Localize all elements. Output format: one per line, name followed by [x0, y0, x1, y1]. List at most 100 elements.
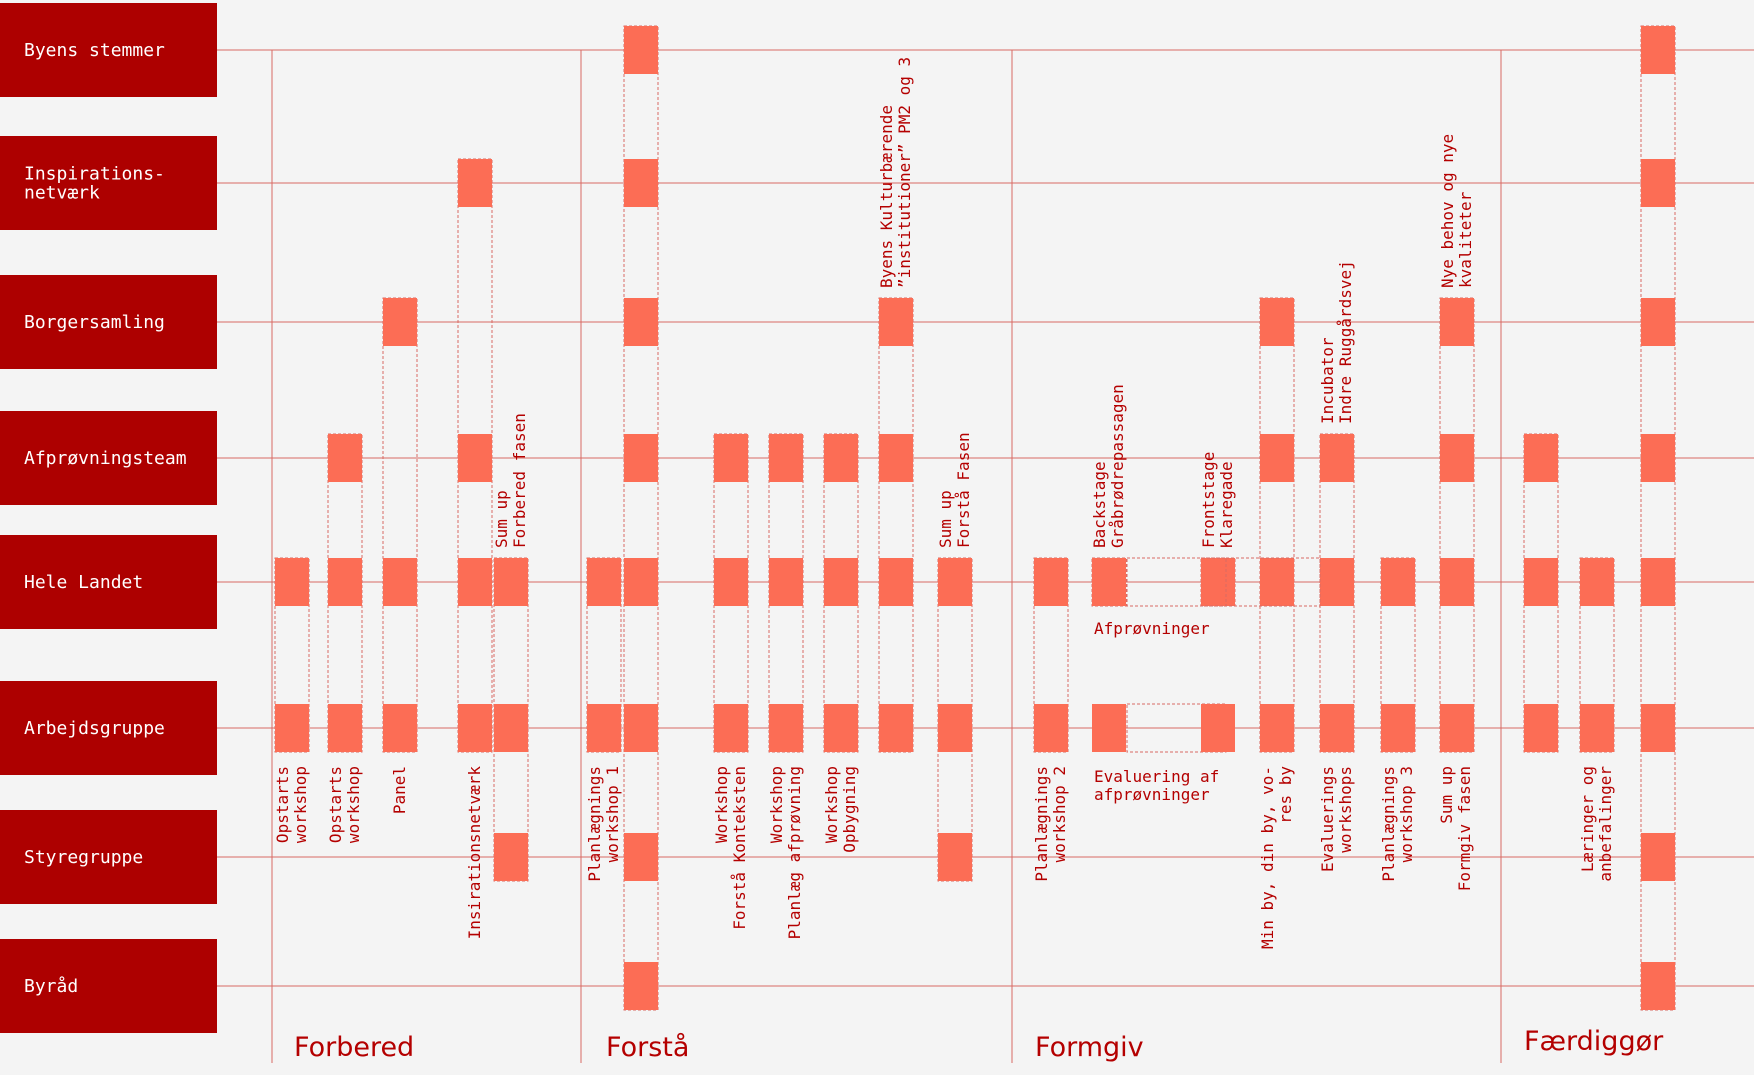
activity-label: Insirationsnetværk [465, 766, 484, 940]
activity-box [824, 434, 858, 482]
activity-box [383, 558, 417, 606]
activity-label: Byens Kulturbærende”institutioner” PM2 o… [877, 57, 914, 288]
activity: Sum upForbered fasen [492, 413, 529, 882]
activity-box [624, 159, 658, 207]
activity-box [458, 159, 492, 207]
activity-connector [382, 297, 418, 753]
lane-label: Hele Landet [24, 572, 143, 593]
activity: Insirationsnetværk [457, 158, 493, 940]
lane-label-box: Byråd [0, 939, 217, 1033]
activity: Læringer oganbefalinger [1578, 557, 1615, 882]
activity-box [328, 704, 362, 752]
lane-box [0, 810, 217, 904]
activity-box [824, 558, 858, 606]
activity-box [1381, 704, 1415, 752]
activity: Sum upFormgiv fasen [1437, 766, 1474, 891]
lane-label-box: Afprøvningsteam [0, 411, 217, 505]
activity-box [383, 704, 417, 752]
activity-box [1641, 704, 1675, 752]
activity: Nye behov og nyekvaliteter [1438, 134, 1475, 753]
activity-box [624, 298, 658, 346]
phase-label: Færdiggør [1524, 1026, 1664, 1057]
lane-box [0, 939, 217, 1033]
lane-box [0, 275, 217, 369]
activity-box [1260, 704, 1294, 752]
activity: IncubatorIndre Ruggårdsvej [1318, 260, 1355, 753]
activity-box [1440, 434, 1474, 482]
activities: Opstartsworkshop Opstartsworkshop Panel Ins… [273, 25, 1676, 1011]
phase-label: Forstå [606, 1032, 689, 1063]
lane-box [0, 411, 217, 505]
activity-box [624, 704, 658, 752]
lane-label: Borgersamling [24, 312, 165, 333]
activity-box [879, 704, 913, 752]
activity-box [1320, 704, 1354, 752]
lane-label: Byråd [24, 976, 78, 997]
activity-box [1034, 558, 1068, 606]
activity-box [938, 833, 972, 881]
activity-label: FrontstageKlaregade [1199, 452, 1236, 548]
activity-label: WorkshopOpbygning [822, 766, 859, 853]
activity-label: Sum upForbered fasen [492, 413, 529, 548]
activity-label: IncubatorIndre Ruggårdsvej [1318, 260, 1355, 424]
lane-box [0, 681, 217, 775]
activity-box [1641, 298, 1675, 346]
activity-label: Opstartsworkshop [273, 766, 310, 843]
activity: Opstartsworkshop [273, 557, 310, 843]
activity-box [328, 434, 362, 482]
activity-box [1580, 704, 1614, 752]
activity-box [458, 704, 492, 752]
phase-labels: Forbered Forstå Formgiv Færdiggør [294, 1026, 1664, 1063]
evaluation-box [1092, 704, 1126, 752]
activity-box [1440, 704, 1474, 752]
activity-box [1580, 558, 1614, 606]
activity-label: Sum upFormgiv fasen [1437, 766, 1474, 891]
activity-box [714, 704, 748, 752]
activity-box [275, 704, 309, 752]
activity: WorkshopPlanlæg afprøvning [767, 433, 804, 939]
activity-connector [1439, 297, 1475, 753]
phase-label: Formgiv [1035, 1032, 1144, 1063]
activity: Sum upForstå Fasen [936, 432, 973, 882]
activity: Evalueringsworkshops [1318, 433, 1355, 872]
activity-box [624, 962, 658, 1010]
activity [623, 25, 659, 1011]
activity-box [1641, 434, 1675, 482]
lane-label: Arbejdsgruppe [24, 718, 165, 739]
activity-box [1260, 434, 1294, 482]
activity-box [879, 558, 913, 606]
activity-box [383, 298, 417, 346]
activity: Planlægningsworkshop 1 [585, 557, 622, 882]
activity-box [1440, 298, 1474, 346]
activity-box [624, 558, 658, 606]
activity: Planlægningsworkshop 3 [1379, 557, 1416, 882]
lane-box [0, 3, 217, 97]
activity-box [624, 26, 658, 74]
activity-connector [878, 297, 914, 753]
activity-label: Panel [390, 766, 409, 814]
activity-box [769, 704, 803, 752]
activity: Min by, din by, vo-res by [1258, 297, 1295, 949]
activity-box [1524, 704, 1558, 752]
activity-box [587, 704, 621, 752]
activity-box [1381, 558, 1415, 606]
activity-connector [1259, 297, 1295, 753]
phase-label: Forbered [294, 1032, 414, 1063]
activity-box [1641, 558, 1675, 606]
activity-box [275, 558, 309, 606]
activity-box [879, 434, 913, 482]
activity-box [1320, 434, 1354, 482]
activity-box [1320, 558, 1354, 606]
activity-box [494, 704, 528, 752]
activity: Byens Kulturbærende”institutioner” PM2 o… [877, 57, 914, 753]
activity-box [458, 434, 492, 482]
activity-box [494, 558, 528, 606]
activity-box [1260, 298, 1294, 346]
activity-box [824, 704, 858, 752]
activity-box [714, 558, 748, 606]
activity-label: Sum upForstå Fasen [936, 432, 973, 548]
activity-box [714, 434, 748, 482]
activity-box [587, 558, 621, 606]
